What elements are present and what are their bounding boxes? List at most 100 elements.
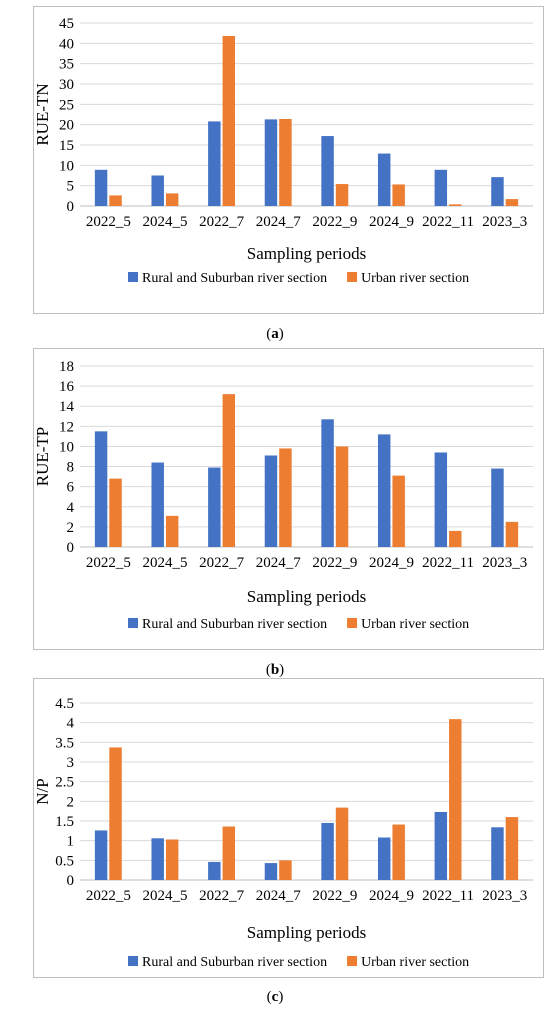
- y-tick-label: 4.5: [55, 696, 74, 712]
- y-tick-label: 0.5: [55, 853, 74, 869]
- x-tick-label: 2024_5: [142, 888, 187, 904]
- x-axis-title: Sampling periods: [247, 244, 366, 263]
- chart-svg: 0 5 10 15 20 25 30 35 40 45 2022_5 2024_5 2022_7 2024…: [33, 6, 544, 314]
- bar-rural-2022_5: [94, 830, 108, 880]
- caption-c: (c): [266, 989, 284, 1005]
- bar-rural-2024_9: [377, 153, 391, 206]
- y-tick-label: 40: [59, 36, 74, 52]
- bar-urban-2024_5: [165, 839, 179, 880]
- bar-urban-2023_3: [505, 521, 519, 547]
- legend: Rural and Suburban river section Urban ri…: [128, 271, 469, 286]
- y-tick-label: 4: [67, 500, 75, 516]
- x-axis-title: Sampling periods: [247, 587, 366, 606]
- caption-a: (a): [266, 326, 284, 342]
- bar-urban-2022_7: [222, 394, 236, 547]
- bar-rural-2023_3: [491, 468, 504, 547]
- y-tick-label: 45: [59, 16, 74, 32]
- y-tick-label: 12: [59, 419, 74, 435]
- chart-svg: 0 0.5 1 1.5 2 2.5 3 3.5 4 4.5 2022_5 2024_5 2022_7 20…: [33, 678, 544, 978]
- y-tick-label: 15: [59, 138, 74, 154]
- caption-c-letter: c: [271, 989, 279, 1005]
- bar-urban-2022_9: [335, 446, 349, 547]
- bar-urban-2024_5: [165, 193, 179, 206]
- bar-rural-2022_7: [208, 121, 221, 206]
- bar-urban-2022_5: [109, 747, 122, 880]
- legend-swatch-rural: [128, 272, 138, 282]
- y-tick-label: 0: [67, 873, 75, 889]
- bar-urban-2024_5: [165, 515, 179, 547]
- x-tick-label: 2024_7: [256, 888, 302, 904]
- caption-b-letter: b: [270, 662, 280, 678]
- chart-panel-b: 0 2 4 6 8 10 12 14 16 18 2022_5 2024_5 2022_7 2024_7 2…: [33, 348, 544, 650]
- bar-rural-2022_9: [321, 419, 334, 547]
- chart-panel-a: 0 5 10 15 20 25 30 35 40 45 2022_5 2024_5 2022_7 2024…: [33, 6, 544, 314]
- legend-swatch-urban: [347, 618, 358, 628]
- x-tick-label: 2022_7: [199, 555, 245, 571]
- caption-b: (b): [265, 662, 285, 678]
- bar-rural-2022_9: [321, 822, 334, 880]
- bar-urban-2022_5: [109, 195, 122, 206]
- x-tick-label: 2024_5: [142, 555, 187, 571]
- bar-rural-2024_9: [377, 434, 391, 547]
- bar-urban-2022_11: [449, 719, 462, 880]
- bar-urban-2022_5: [109, 478, 122, 547]
- bar-rural-2024_5: [151, 175, 164, 206]
- y-tick-label: 35: [59, 57, 74, 73]
- y-tick-label: 2.5: [55, 775, 74, 791]
- bar-rural-2022_5: [94, 431, 108, 547]
- bar-urban-2023_3: [505, 817, 519, 880]
- y-tick-label: 30: [59, 77, 74, 93]
- y-tick-label: 16: [59, 379, 75, 395]
- bar-rural-2022_11: [434, 169, 448, 206]
- x-tick-label: 2022_9: [312, 888, 357, 904]
- y-tick-label: 3: [67, 755, 75, 771]
- y-tick-label: 2: [67, 794, 75, 810]
- legend-swatch-rural: [128, 618, 138, 628]
- x-tick-label: 2024_5: [142, 214, 187, 230]
- bar-rural-2022_7: [208, 861, 221, 880]
- bar-urban-2024_9: [392, 475, 405, 547]
- x-axis-title: Sampling periods: [247, 923, 366, 942]
- x-tick-label: 2024_9: [369, 214, 414, 230]
- x-tick-label: 2023_3: [482, 555, 527, 571]
- bar-urban-2022_7: [222, 36, 236, 206]
- legend-label-urban: Urban river section: [361, 955, 469, 970]
- legend-swatch-urban: [347, 956, 358, 966]
- x-tick-label: 2024_7: [256, 555, 302, 571]
- chart-svg: 0 2 4 6 8 10 12 14 16 18 2022_5 2024_5 2022_7 2024_7 2…: [33, 348, 544, 650]
- bar-urban-2022_9: [335, 184, 349, 206]
- bar-urban-2022_9: [335, 807, 349, 880]
- y-tick-label: 5: [67, 179, 75, 195]
- bar-rural-2024_7: [264, 863, 278, 880]
- legend: Rural and Suburban river section Urban ri…: [128, 955, 469, 970]
- caption-a-letter: a: [271, 326, 279, 342]
- y-tick-label: 14: [59, 399, 75, 415]
- bar-rural-2024_5: [151, 462, 164, 547]
- legend: Rural and Suburban river section Urban ri…: [128, 617, 469, 632]
- bar-rural-2022_5: [94, 169, 108, 206]
- bar-rural-2022_7: [208, 467, 221, 547]
- x-tick-label: 2022_9: [312, 214, 357, 230]
- y-tick-label: 10: [59, 439, 74, 455]
- legend-swatch-urban: [347, 272, 358, 282]
- y-tick-label: 1.5: [55, 814, 74, 830]
- x-tick-label: 2022_5: [86, 214, 131, 230]
- bar-urban-2024_7: [279, 118, 292, 206]
- chart-panel-c: 0 0.5 1 1.5 2 2.5 3 3.5 4 4.5 2022_5 2024_5 2022_7 20…: [33, 678, 544, 978]
- x-tick-label: 2023_3: [482, 888, 527, 904]
- y-axis-title: RUE-TN: [33, 83, 52, 145]
- y-axis-title: N/P: [33, 778, 52, 804]
- y-axis-title: RUE-TP: [33, 427, 52, 487]
- bar-urban-2024_9: [392, 184, 405, 206]
- x-tick-label: 2022_11: [422, 555, 474, 571]
- legend-label-rural: Rural and Suburban river section: [142, 271, 327, 286]
- bar-rural-2023_3: [491, 177, 504, 206]
- x-tick-label: 2024_9: [369, 555, 414, 571]
- legend-label-urban: Urban river section: [361, 271, 469, 286]
- y-tick-label: 8: [67, 460, 75, 476]
- x-tick-label: 2022_9: [312, 555, 357, 571]
- bar-rural-2024_5: [151, 838, 164, 880]
- legend-swatch-rural: [128, 956, 138, 966]
- x-tick-label: 2022_11: [422, 214, 474, 230]
- bar-urban-2022_7: [222, 826, 236, 880]
